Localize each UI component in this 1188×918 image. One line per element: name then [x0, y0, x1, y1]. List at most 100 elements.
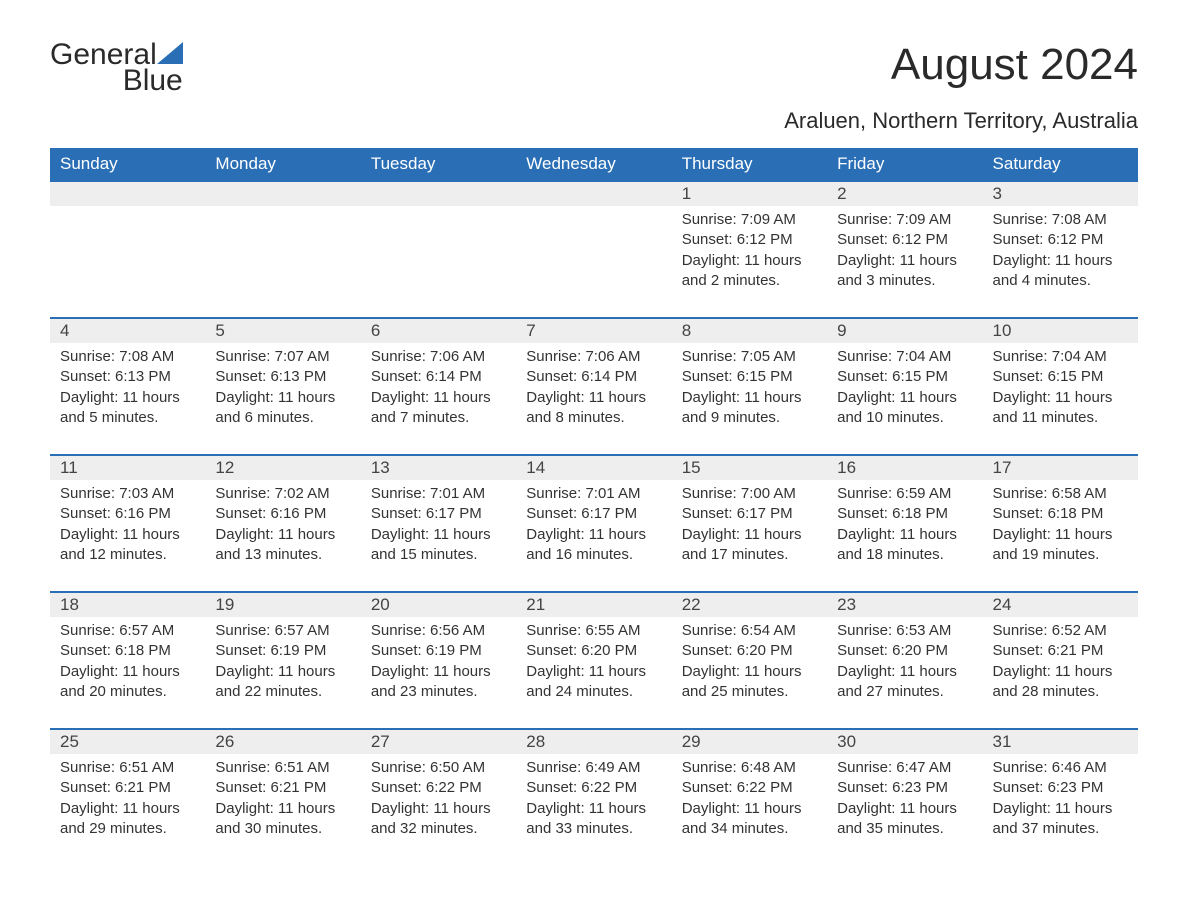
- sunrise-text: Sunrise: 7:01 AM: [526, 484, 661, 504]
- day-body: Sunrise: 7:04 AMSunset: 6:15 PMDaylight:…: [827, 343, 982, 454]
- daylight-text: Daylight: 11 hours and 2 minutes.: [682, 251, 817, 292]
- calendar-cell: 30Sunrise: 6:47 AMSunset: 6:23 PMDayligh…: [827, 728, 982, 865]
- sunrise-text: Sunrise: 7:06 AM: [371, 347, 506, 367]
- header: General Blue August 2024: [50, 40, 1138, 96]
- sunset-text: Sunset: 6:16 PM: [215, 504, 350, 524]
- sunset-text: Sunset: 6:20 PM: [682, 641, 817, 661]
- calendar-cell: 7Sunrise: 7:06 AMSunset: 6:14 PMDaylight…: [516, 317, 671, 454]
- calendar-cell: 4Sunrise: 7:08 AMSunset: 6:13 PMDaylight…: [50, 317, 205, 454]
- calendar-table: Sunday Monday Tuesday Wednesday Thursday…: [50, 148, 1138, 865]
- day-number: 18: [50, 591, 205, 617]
- sunrise-text: Sunrise: 6:48 AM: [682, 758, 817, 778]
- sunset-text: Sunset: 6:12 PM: [993, 230, 1128, 250]
- day-body: Sunrise: 7:08 AMSunset: 6:12 PMDaylight:…: [983, 206, 1138, 317]
- day-number: 24: [983, 591, 1138, 617]
- day-body-empty: [50, 206, 205, 296]
- day-body: Sunrise: 7:02 AMSunset: 6:16 PMDaylight:…: [205, 480, 360, 591]
- sunrise-text: Sunrise: 7:09 AM: [837, 210, 972, 230]
- col-saturday: Saturday: [983, 148, 1138, 180]
- calendar-week: 1Sunrise: 7:09 AMSunset: 6:12 PMDaylight…: [50, 180, 1138, 317]
- calendar-cell: 2Sunrise: 7:09 AMSunset: 6:12 PMDaylight…: [827, 180, 982, 317]
- day-body: Sunrise: 7:09 AMSunset: 6:12 PMDaylight:…: [672, 206, 827, 317]
- calendar-week: 11Sunrise: 7:03 AMSunset: 6:16 PMDayligh…: [50, 454, 1138, 591]
- day-body: Sunrise: 7:09 AMSunset: 6:12 PMDaylight:…: [827, 206, 982, 317]
- daylight-text: Daylight: 11 hours and 37 minutes.: [993, 799, 1128, 840]
- calendar-cell: 10Sunrise: 7:04 AMSunset: 6:15 PMDayligh…: [983, 317, 1138, 454]
- daylight-text: Daylight: 11 hours and 19 minutes.: [993, 525, 1128, 566]
- calendar-cell: 28Sunrise: 6:49 AMSunset: 6:22 PMDayligh…: [516, 728, 671, 865]
- calendar-week: 18Sunrise: 6:57 AMSunset: 6:18 PMDayligh…: [50, 591, 1138, 728]
- sunset-text: Sunset: 6:23 PM: [837, 778, 972, 798]
- daylight-text: Daylight: 11 hours and 33 minutes.: [526, 799, 661, 840]
- daylight-text: Daylight: 11 hours and 6 minutes.: [215, 388, 350, 429]
- day-number: 17: [983, 454, 1138, 480]
- day-number: 20: [361, 591, 516, 617]
- sunrise-text: Sunrise: 6:46 AM: [993, 758, 1128, 778]
- sunrise-text: Sunrise: 7:08 AM: [993, 210, 1128, 230]
- calendar-cell: 20Sunrise: 6:56 AMSunset: 6:19 PMDayligh…: [361, 591, 516, 728]
- day-number: 19: [205, 591, 360, 617]
- daylight-text: Daylight: 11 hours and 9 minutes.: [682, 388, 817, 429]
- col-monday: Monday: [205, 148, 360, 180]
- day-body: Sunrise: 6:54 AMSunset: 6:20 PMDaylight:…: [672, 617, 827, 728]
- day-body: Sunrise: 6:46 AMSunset: 6:23 PMDaylight:…: [983, 754, 1138, 865]
- day-body: Sunrise: 7:07 AMSunset: 6:13 PMDaylight:…: [205, 343, 360, 454]
- calendar-cell: 19Sunrise: 6:57 AMSunset: 6:19 PMDayligh…: [205, 591, 360, 728]
- day-body: Sunrise: 7:01 AMSunset: 6:17 PMDaylight:…: [516, 480, 671, 591]
- daylight-text: Daylight: 11 hours and 30 minutes.: [215, 799, 350, 840]
- calendar-cell: 31Sunrise: 6:46 AMSunset: 6:23 PMDayligh…: [983, 728, 1138, 865]
- day-number: 14: [516, 454, 671, 480]
- daylight-text: Daylight: 11 hours and 7 minutes.: [371, 388, 506, 429]
- calendar-cell: 11Sunrise: 7:03 AMSunset: 6:16 PMDayligh…: [50, 454, 205, 591]
- calendar-cell: 26Sunrise: 6:51 AMSunset: 6:21 PMDayligh…: [205, 728, 360, 865]
- sunset-text: Sunset: 6:20 PM: [526, 641, 661, 661]
- day-number: 28: [516, 728, 671, 754]
- daylight-text: Daylight: 11 hours and 12 minutes.: [60, 525, 195, 566]
- day-body-empty: [361, 206, 516, 296]
- day-number-empty: [361, 180, 516, 206]
- day-body: Sunrise: 7:06 AMSunset: 6:14 PMDaylight:…: [516, 343, 671, 454]
- daylight-text: Daylight: 11 hours and 17 minutes.: [682, 525, 817, 566]
- sunrise-text: Sunrise: 6:58 AM: [993, 484, 1128, 504]
- sunrise-text: Sunrise: 6:51 AM: [215, 758, 350, 778]
- day-body: Sunrise: 6:51 AMSunset: 6:21 PMDaylight:…: [50, 754, 205, 865]
- daylight-text: Daylight: 11 hours and 35 minutes.: [837, 799, 972, 840]
- day-number-empty: [516, 180, 671, 206]
- day-number: 23: [827, 591, 982, 617]
- sunrise-text: Sunrise: 7:06 AM: [526, 347, 661, 367]
- calendar-cell: 27Sunrise: 6:50 AMSunset: 6:22 PMDayligh…: [361, 728, 516, 865]
- sunrise-text: Sunrise: 7:01 AM: [371, 484, 506, 504]
- daylight-text: Daylight: 11 hours and 20 minutes.: [60, 662, 195, 703]
- day-body: Sunrise: 7:08 AMSunset: 6:13 PMDaylight:…: [50, 343, 205, 454]
- day-number: 5: [205, 317, 360, 343]
- day-body: Sunrise: 6:47 AMSunset: 6:23 PMDaylight:…: [827, 754, 982, 865]
- sunrise-text: Sunrise: 7:05 AM: [682, 347, 817, 367]
- day-number: 16: [827, 454, 982, 480]
- daylight-text: Daylight: 11 hours and 11 minutes.: [993, 388, 1128, 429]
- calendar-cell: 18Sunrise: 6:57 AMSunset: 6:18 PMDayligh…: [50, 591, 205, 728]
- sunrise-text: Sunrise: 7:02 AM: [215, 484, 350, 504]
- sunrise-text: Sunrise: 6:56 AM: [371, 621, 506, 641]
- day-body: Sunrise: 6:49 AMSunset: 6:22 PMDaylight:…: [516, 754, 671, 865]
- daylight-text: Daylight: 11 hours and 3 minutes.: [837, 251, 972, 292]
- daylight-text: Daylight: 11 hours and 18 minutes.: [837, 525, 972, 566]
- calendar-cell: 21Sunrise: 6:55 AMSunset: 6:20 PMDayligh…: [516, 591, 671, 728]
- calendar-cell: 17Sunrise: 6:58 AMSunset: 6:18 PMDayligh…: [983, 454, 1138, 591]
- sunrise-text: Sunrise: 7:04 AM: [837, 347, 972, 367]
- sunrise-text: Sunrise: 6:52 AM: [993, 621, 1128, 641]
- day-body: Sunrise: 6:57 AMSunset: 6:18 PMDaylight:…: [50, 617, 205, 728]
- calendar-cell: 29Sunrise: 6:48 AMSunset: 6:22 PMDayligh…: [672, 728, 827, 865]
- col-thursday: Thursday: [672, 148, 827, 180]
- sunrise-text: Sunrise: 6:49 AM: [526, 758, 661, 778]
- sunrise-text: Sunrise: 6:57 AM: [60, 621, 195, 641]
- day-number: 27: [361, 728, 516, 754]
- calendar-body: 1Sunrise: 7:09 AMSunset: 6:12 PMDaylight…: [50, 180, 1138, 865]
- day-number: 8: [672, 317, 827, 343]
- sunset-text: Sunset: 6:14 PM: [371, 367, 506, 387]
- day-body: Sunrise: 7:01 AMSunset: 6:17 PMDaylight:…: [361, 480, 516, 591]
- sunrise-text: Sunrise: 6:54 AM: [682, 621, 817, 641]
- sunset-text: Sunset: 6:13 PM: [60, 367, 195, 387]
- day-number: 3: [983, 180, 1138, 206]
- day-body: Sunrise: 6:55 AMSunset: 6:20 PMDaylight:…: [516, 617, 671, 728]
- day-number: 2: [827, 180, 982, 206]
